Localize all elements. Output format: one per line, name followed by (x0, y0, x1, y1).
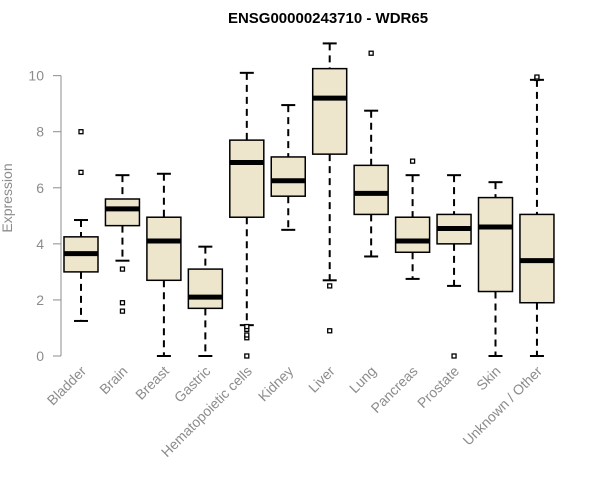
y-tick-label: 8 (36, 124, 44, 140)
x-tick-label: Kidney (255, 363, 297, 405)
x-tick-label: Prostate (414, 363, 462, 411)
box-hematopoietic-cells (229, 71, 265, 359)
y-tick-label: 4 (36, 236, 44, 252)
y-tick-label: 2 (36, 292, 44, 308)
box-iqr (477, 196, 514, 293)
y-axis-label: Expression (0, 163, 15, 232)
box-bladder (63, 129, 99, 322)
box-iqr (311, 67, 348, 155)
outlier-point (244, 332, 250, 338)
box-skin (477, 181, 514, 357)
box-prostate (436, 174, 472, 359)
box-iqr (146, 216, 182, 282)
box-iqr (229, 139, 265, 218)
x-tick-label: Liver (305, 363, 338, 396)
box-kidney (270, 104, 306, 231)
y-axis: 0 2 4 6 8 10 (28, 68, 62, 364)
x-tick-label: Breast (132, 363, 172, 403)
outlier-point (119, 300, 126, 306)
x-tick-label: Unknown / Other (459, 363, 545, 449)
x-tick-label: Bladder (44, 363, 90, 409)
y-tick-label: 0 (36, 348, 44, 364)
box-iqr (270, 156, 306, 197)
outlier-point (119, 266, 126, 272)
box-iqr (353, 164, 389, 216)
outlier-point (327, 283, 333, 289)
box-iqr (394, 216, 431, 254)
box-unknown-other (519, 74, 555, 357)
box-iqr (104, 198, 141, 227)
outlier-point (78, 169, 84, 176)
box-liver (311, 42, 348, 334)
box-breast (146, 172, 182, 357)
box-gastric (187, 245, 224, 357)
outlier-point (244, 323, 250, 330)
box-brain (104, 174, 141, 314)
chart-title: ENSG00000243710 - WDR65 (228, 10, 428, 27)
boxes-group (63, 42, 555, 359)
outlier-point (534, 74, 540, 80)
y-tick-label: 6 (36, 180, 44, 196)
outlier-point (244, 353, 250, 359)
x-tick-label: Brain (96, 363, 130, 397)
x-tick-label: Lung (346, 363, 379, 396)
outlier-point (327, 328, 333, 334)
box-pancreas (394, 158, 431, 280)
box-iqr (187, 268, 224, 310)
outlier-point (368, 50, 374, 56)
outlier-point (409, 158, 416, 164)
x-tick-label: Skin (473, 363, 504, 394)
box-lung (353, 50, 389, 258)
outlier-point (451, 353, 457, 359)
outlier-point (119, 308, 126, 314)
outlier-point (78, 129, 84, 135)
y-tick-label: 10 (28, 68, 44, 84)
